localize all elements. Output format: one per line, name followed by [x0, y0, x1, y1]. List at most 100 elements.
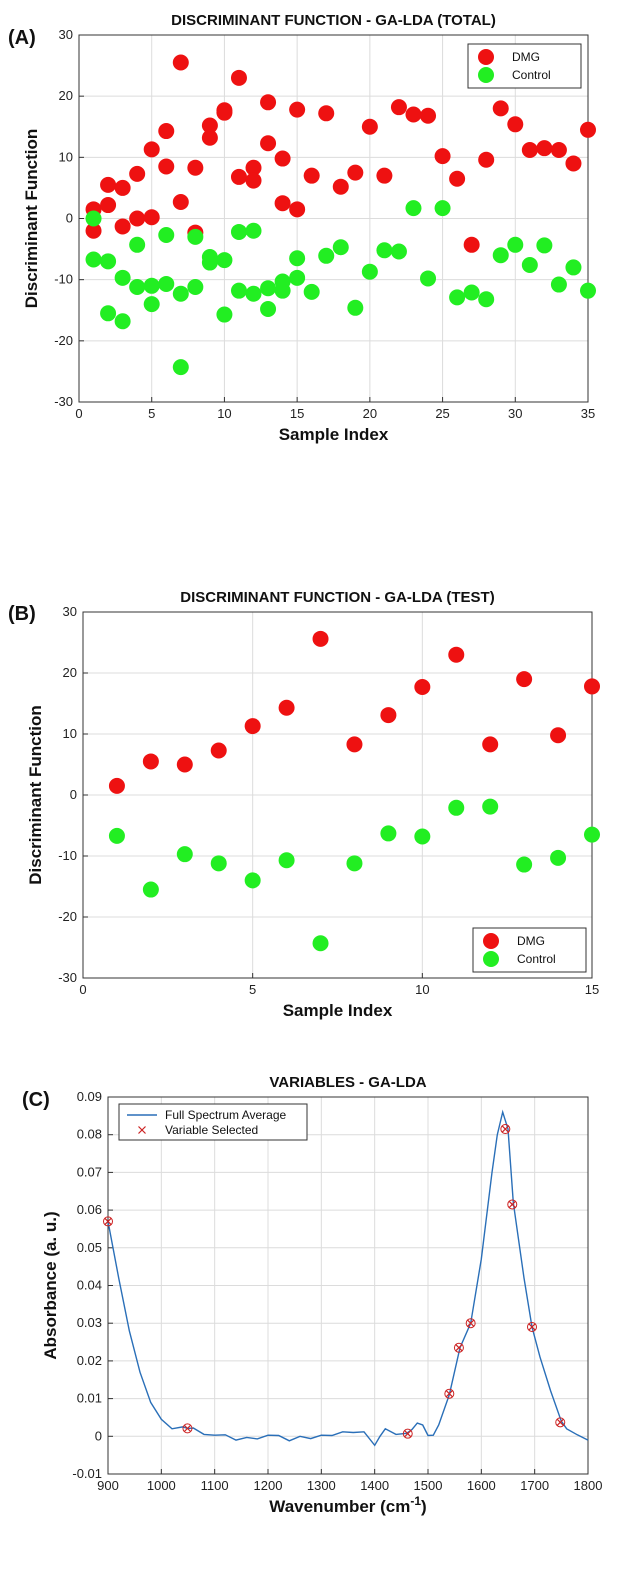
data-point-dmg [361, 118, 378, 135]
data-point-control [380, 825, 397, 842]
legend: DMG Control [472, 927, 587, 973]
y-tick-label: 10 [63, 726, 77, 741]
data-point-control [448, 799, 465, 816]
chart-title: DISCRIMINANT FUNCTION - GA-LDA (TEST) [180, 589, 494, 606]
marker-circle [103, 1216, 113, 1227]
data-point-control [230, 223, 247, 240]
data-point-dmg [390, 99, 407, 116]
data-point-dmg [114, 218, 131, 235]
x-tick-label: 20 [363, 406, 377, 421]
data-point-control [565, 259, 582, 276]
data-point-dmg [142, 753, 159, 770]
x-axis-label-superscript: -1 [410, 1494, 421, 1508]
data-point-dmg [550, 727, 567, 744]
x-tick-label: 1700 [520, 1478, 549, 1493]
x-axis-label-text: Sample Index [279, 425, 389, 444]
x-tick-label: 5 [249, 982, 256, 997]
data-point-dmg [492, 100, 509, 117]
data-point-dmg [100, 197, 117, 214]
legend: DMG Control [467, 43, 582, 89]
marker-x [508, 1201, 516, 1208]
data-point-dmg [216, 104, 233, 121]
data-point-control [245, 222, 262, 239]
data-point-dmg [210, 742, 227, 759]
data-point-control [463, 284, 480, 301]
y-tick-label: 20 [59, 88, 73, 103]
data-point-control [521, 256, 538, 273]
data-point-control [129, 236, 146, 253]
y-tick-label: 0.08 [77, 1127, 102, 1142]
y-tick-label: 0.04 [77, 1278, 102, 1293]
data-point-dmg [172, 193, 189, 210]
x-tick-label: 25 [435, 406, 449, 421]
selected-variable-marker [453, 1342, 464, 1353]
data-point-control [187, 279, 204, 296]
data-point-control [100, 305, 117, 322]
marker-x [104, 1217, 112, 1225]
y-tick-label: 0.06 [77, 1202, 102, 1217]
legend-label-control: Control [517, 952, 556, 966]
data-point-dmg [550, 141, 567, 158]
data-point-control [376, 242, 393, 259]
data-point-dmg [176, 756, 193, 773]
marker-x [467, 1319, 475, 1327]
data-point-dmg [347, 164, 364, 181]
x-tick-label: 10 [415, 982, 429, 997]
data-point-dmg [521, 141, 538, 158]
y-axis-label: Discriminant Function [26, 705, 45, 884]
data-point-control [260, 280, 277, 297]
data-point-control [289, 250, 306, 267]
x-tick-label: 1500 [414, 1478, 443, 1493]
data-point-dmg [245, 172, 262, 189]
y-tick-label: 0.05 [77, 1240, 102, 1255]
x-axis-label: Wavenumber (cm-1) [269, 1494, 426, 1516]
selected-variable-marker [500, 1124, 511, 1135]
data-point-dmg [187, 159, 204, 176]
data-point-dmg [478, 151, 495, 168]
data-point-dmg [244, 718, 261, 735]
selected-variable-marker [555, 1417, 566, 1428]
data-point-dmg [85, 222, 102, 239]
data-point-dmg [449, 170, 466, 187]
selected-variable-marker [182, 1423, 193, 1434]
data-point-control [482, 798, 499, 815]
marker-circle [465, 1318, 476, 1329]
y-tick-label: -10 [54, 272, 73, 287]
data-point-dmg [584, 678, 600, 695]
marker-circle [555, 1417, 566, 1428]
y-tick-label: 0.01 [77, 1391, 102, 1406]
x-axis-label-text: Wavenumber (cm [269, 1497, 410, 1516]
data-point-control [278, 852, 295, 869]
data-point-control [114, 269, 131, 286]
data-point-dmg [420, 107, 437, 124]
data-point-control [584, 826, 600, 843]
panel-label: (C) [22, 1089, 50, 1111]
selected-variable-marker [103, 1216, 113, 1227]
marker-x [455, 1344, 463, 1352]
x-tick-label: 30 [508, 406, 522, 421]
data-point-dmg [376, 167, 393, 184]
data-point-control [176, 846, 193, 863]
data-point-control [230, 282, 247, 299]
data-point-control [129, 279, 146, 296]
y-tick-label: -30 [54, 394, 73, 409]
data-point-control [516, 856, 533, 873]
data-point-dmg [312, 630, 329, 647]
data-point-control [318, 247, 335, 264]
data-point-dmg [380, 707, 397, 724]
y-tick-label: -20 [54, 333, 73, 348]
y-tick-label: -0.01 [72, 1466, 102, 1481]
data-point-control [172, 359, 189, 376]
x-tick-label: 15 [585, 982, 599, 997]
data-point-control [216, 306, 233, 323]
marker-circle [453, 1342, 464, 1353]
data-point-dmg [129, 165, 146, 182]
data-point-control [85, 210, 102, 227]
marker-x [528, 1323, 536, 1331]
y-tick-label: 0 [70, 787, 77, 802]
y-axis-label: Discriminant Function [22, 129, 41, 308]
x-axis-label: Sample Index [283, 1001, 393, 1020]
y-tick-label: 20 [63, 665, 77, 680]
